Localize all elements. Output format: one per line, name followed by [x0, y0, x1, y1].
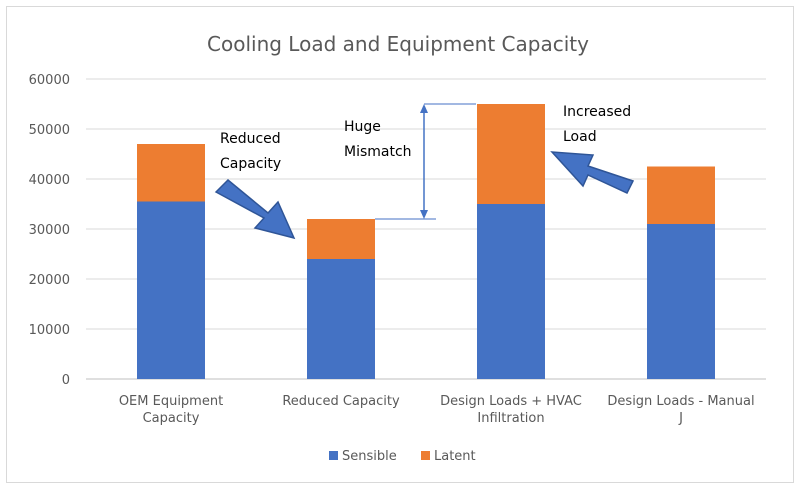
bar-latent — [137, 144, 205, 202]
x-category-label: J — [678, 411, 683, 426]
up-left-arrow-icon — [550, 151, 635, 194]
y-tick-label: 10000 — [29, 323, 70, 338]
x-category-label: Infiltration — [477, 411, 544, 426]
arrow-down-icon — [420, 210, 428, 219]
arrow-up-icon — [420, 104, 428, 113]
annotation-reduced-line2: Capacity — [220, 156, 281, 172]
x-category-label: Reduced Capacity — [282, 394, 400, 409]
y-tick-label: 30000 — [29, 223, 70, 238]
annotation-reduced-capacity: Reduced Capacity — [214, 131, 296, 240]
annotation-mismatch-line2: Mismatch — [344, 144, 412, 160]
y-tick-label: 40000 — [29, 173, 70, 188]
y-tick-label: 0 — [62, 373, 70, 388]
x-category-label: Design Loads - Manual — [607, 394, 754, 409]
down-right-arrow-icon — [214, 178, 296, 240]
annotation-increased-line1: Increased — [563, 104, 631, 120]
bar-latent — [647, 166, 715, 224]
y-tick-label: 20000 — [29, 273, 70, 288]
legend: Sensible Latent — [329, 449, 476, 464]
y-tick-label: 60000 — [29, 73, 70, 88]
legend-swatch-sensible — [329, 451, 338, 460]
legend-label-sensible: Sensible — [342, 449, 397, 464]
legend-swatch-latent — [421, 451, 430, 460]
annotation-increased-load: Increased Load — [550, 104, 635, 194]
x-category-label: Capacity — [143, 411, 200, 426]
legend-label-latent: Latent — [434, 449, 476, 464]
y-axis-ticks: 0 10000 20000 30000 40000 50000 60000 — [29, 73, 70, 388]
annotation-huge-mismatch: Huge Mismatch — [344, 103, 476, 220]
y-tick-label: 50000 — [29, 123, 70, 138]
bar-latent — [477, 104, 545, 204]
bar-sensible — [137, 201, 205, 379]
x-category-label: OEM Equipment — [119, 394, 223, 409]
bar-sensible — [477, 204, 545, 379]
bar-latent — [307, 219, 375, 259]
bars — [137, 104, 715, 379]
annotation-reduced-line1: Reduced — [220, 131, 281, 147]
chart-title: Cooling Load and Equipment Capacity — [207, 32, 589, 56]
annotation-increased-line2: Load — [563, 129, 597, 145]
category-labels: OEM Equipment Capacity Reduced Capacity Des… — [119, 394, 755, 426]
bar-sensible — [647, 224, 715, 379]
x-category-label: Design Loads + HVAC — [440, 394, 582, 409]
annotation-mismatch-line1: Huge — [344, 119, 381, 135]
bar-sensible — [307, 259, 375, 379]
